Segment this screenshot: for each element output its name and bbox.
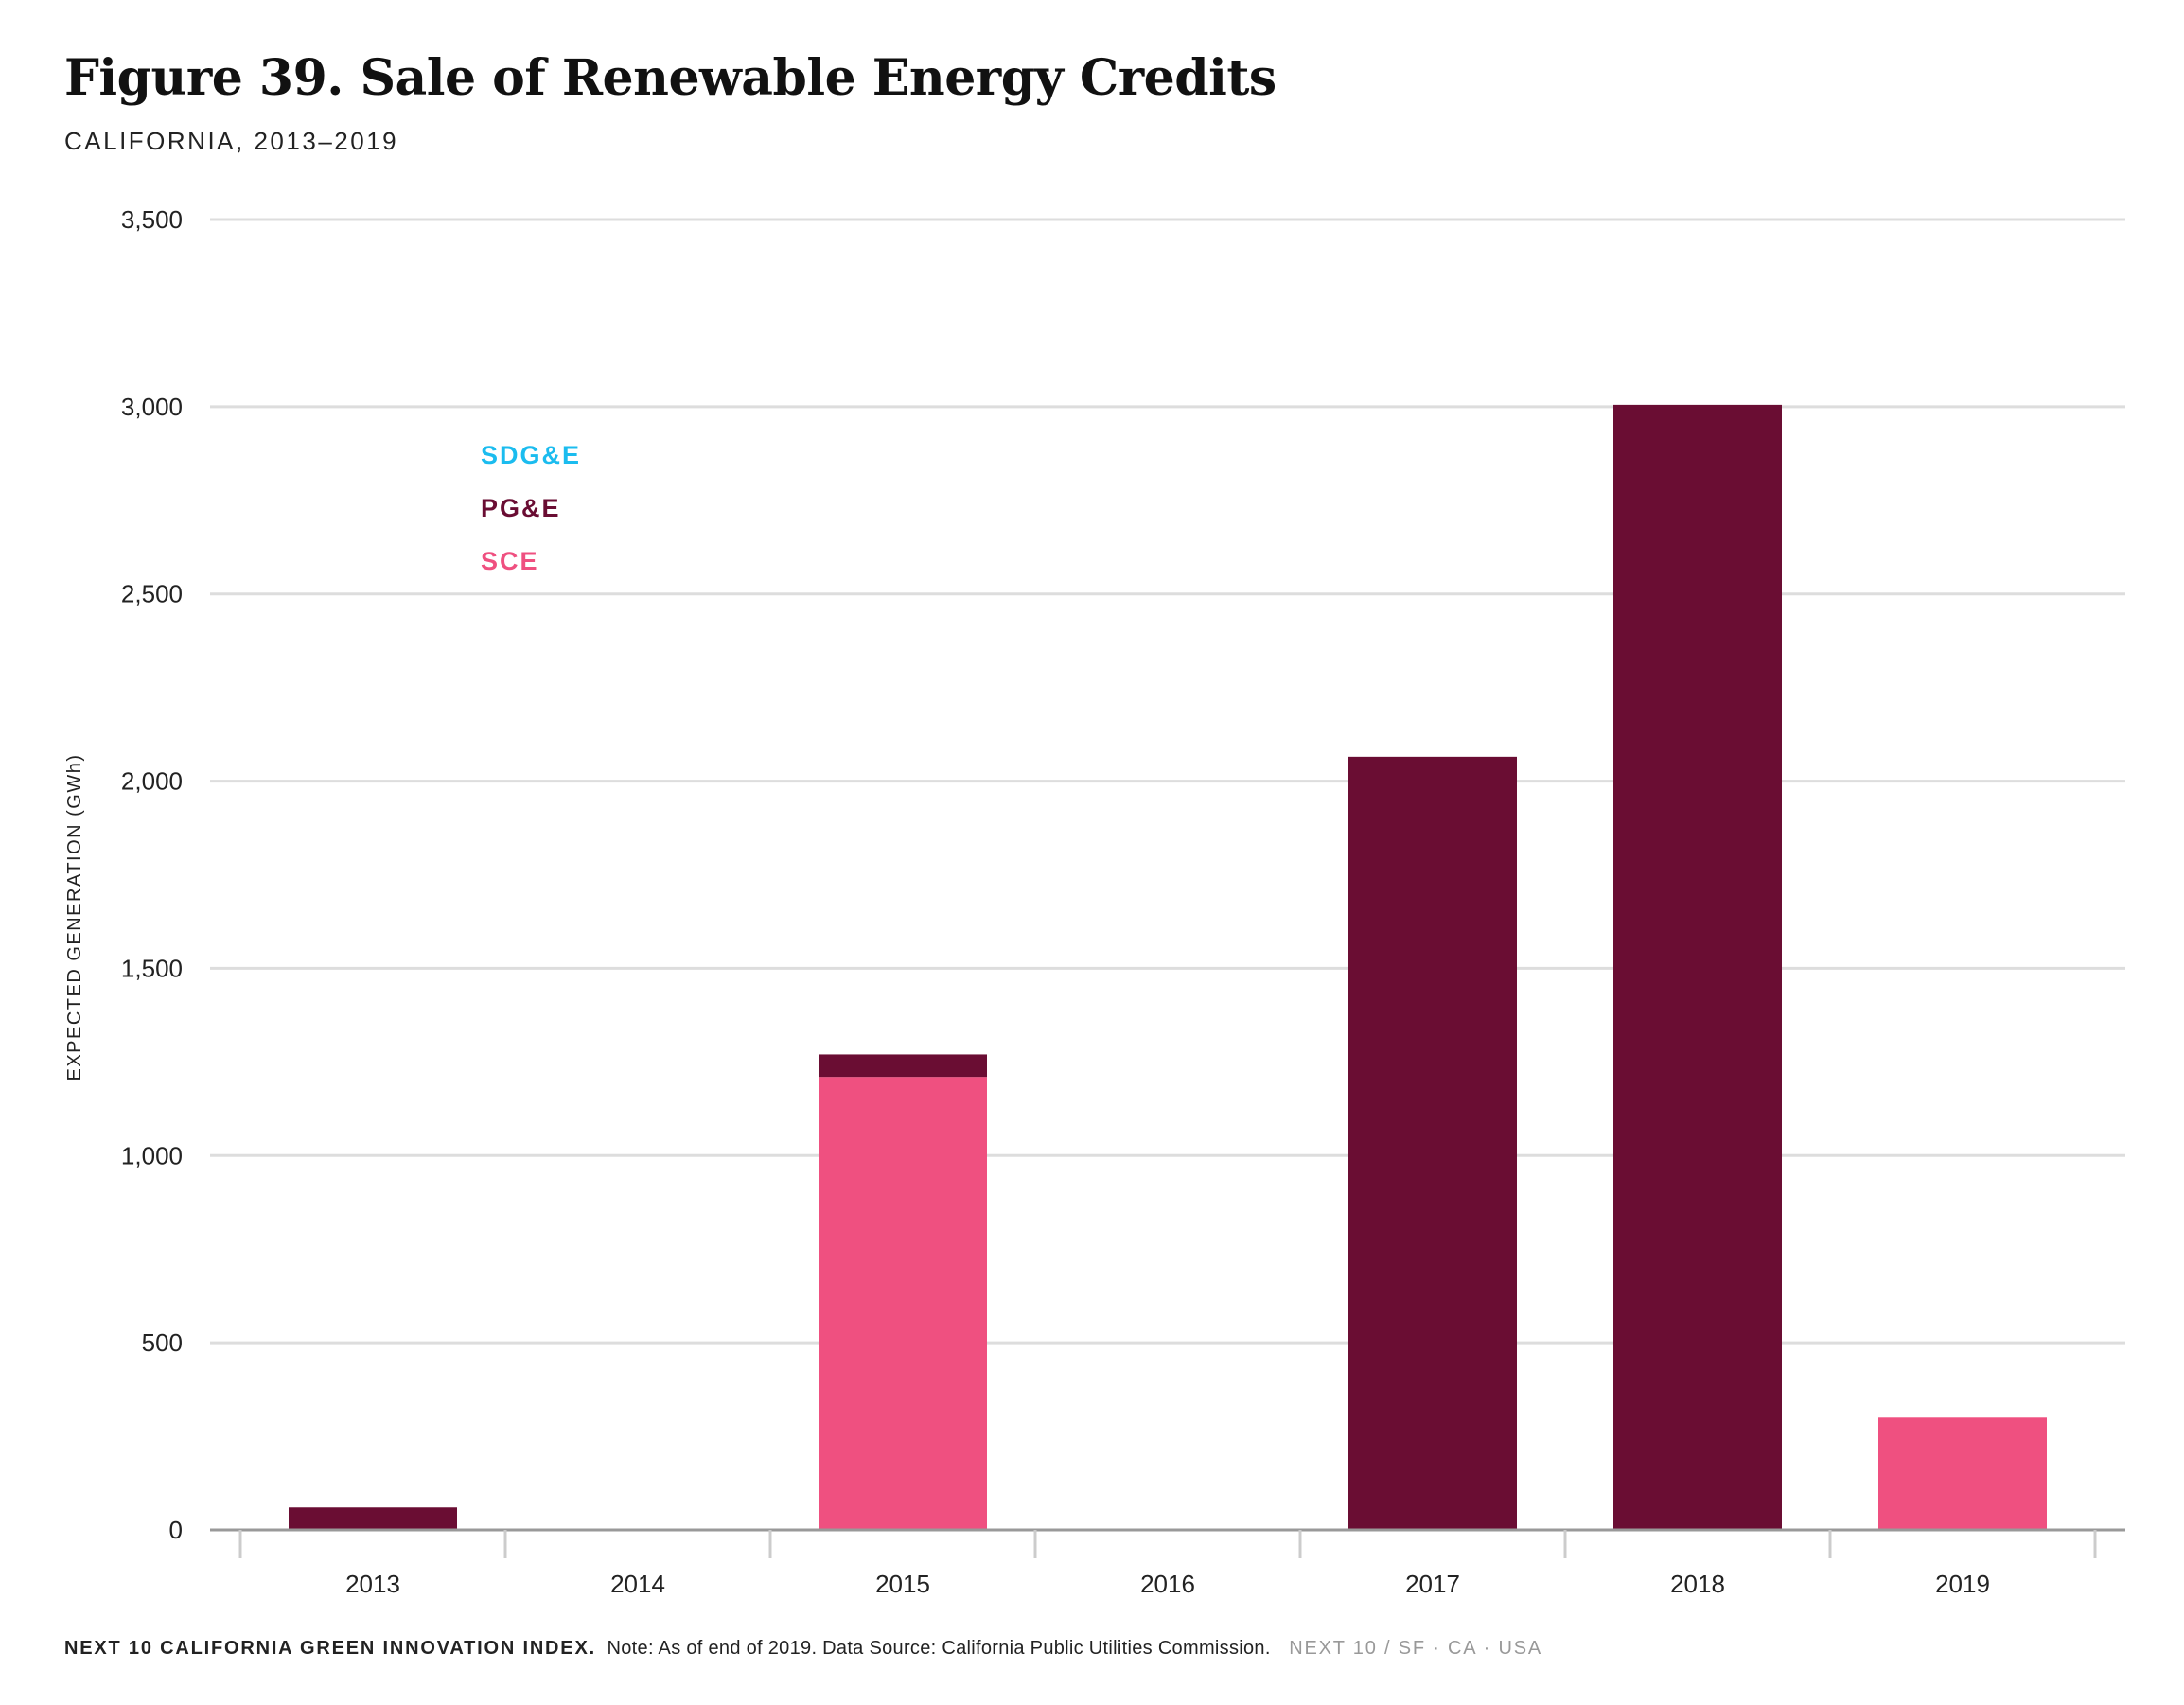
x-tick-label: 2016 <box>1140 1570 1195 1598</box>
y-tick-label: 1,500 <box>121 954 183 982</box>
footer: NEXT 10 CALIFORNIA GREEN INNOVATION INDE… <box>64 1638 1542 1660</box>
x-tick-label: 2018 <box>1670 1570 1725 1598</box>
y-tick-label: 3,000 <box>121 393 183 421</box>
y-tick-label: 2,500 <box>121 580 183 608</box>
y-tick-label: 2,000 <box>121 767 183 796</box>
x-tick-label: 2019 <box>1935 1570 1990 1598</box>
chart-subtitle: CALIFORNIA, 2013–2019 <box>64 127 399 155</box>
x-tick-label: 2014 <box>610 1570 665 1598</box>
y-tick-label: 3,500 <box>121 205 183 234</box>
legend-entry-sdge: SDG&E <box>481 441 581 469</box>
legend-entry-pge: PG&E <box>481 494 561 522</box>
x-tick-label: 2013 <box>345 1570 400 1598</box>
bar-pge-2013 <box>289 1507 457 1530</box>
bar-pge-2017 <box>1348 756 1517 1530</box>
y-axis-title: EXPECTED GENERATION (GWh) <box>64 753 85 1081</box>
y-tick-label: 0 <box>169 1516 183 1544</box>
bar-pge-2018 <box>1613 404 1782 1531</box>
footer-brand: NEXT 10 CALIFORNIA GREEN INNOVATION INDE… <box>64 1638 596 1659</box>
bar-sce-2015 <box>819 1077 987 1530</box>
x-tick-label: 2015 <box>875 1570 930 1598</box>
bar-sce-2019 <box>1878 1417 2047 1530</box>
legend-entry-sce: SCE <box>481 547 539 575</box>
footer-tag: NEXT 10 / SF · CA · USA <box>1289 1638 1543 1659</box>
y-tick-label: 1,000 <box>121 1141 183 1169</box>
chart-title: Figure 39. Sale of Renewable Energy Cred… <box>64 49 1277 107</box>
y-tick-label: 500 <box>142 1328 183 1357</box>
bar-pge-2015 <box>819 1054 987 1078</box>
footer-note: Note: As of end of 2019. Data Source: Ca… <box>607 1638 1271 1659</box>
x-tick-label: 2017 <box>1405 1570 1460 1598</box>
